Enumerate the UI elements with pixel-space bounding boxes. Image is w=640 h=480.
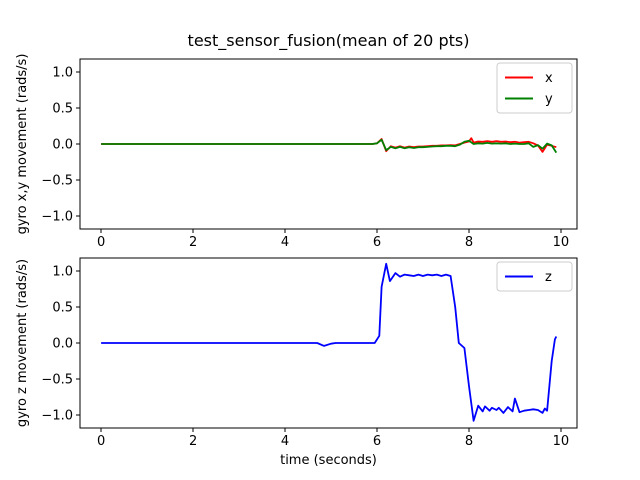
- x-tick-label: 6: [373, 235, 381, 250]
- legend-label-y: y: [545, 92, 553, 107]
- legend: xy: [496, 62, 573, 114]
- y-tick-label: 0.5: [52, 101, 73, 116]
- x-tick-label: 8: [465, 434, 473, 449]
- series-line-z: [101, 262, 558, 422]
- subplot-2: 0 2 4 6 8 10 1.0 0.5 0.0 −0.5 −1.0 gyro z movement …: [15, 257, 578, 468]
- y-tick-label: 0.0: [52, 337, 73, 352]
- x-tick-label: 0: [97, 434, 105, 449]
- y-tick-label: 1.0: [52, 264, 73, 279]
- x-tick-label: 2: [189, 235, 197, 250]
- x-axis-label: time (seconds): [280, 453, 377, 468]
- y-tick-label: −1.0: [41, 409, 73, 424]
- chart-title: test_sensor_fusion(mean of 20 pts): [188, 31, 470, 51]
- x-tick-label: 10: [553, 235, 570, 250]
- legend-label-x: x: [545, 71, 553, 86]
- y-tick-label: −0.5: [41, 373, 73, 388]
- y-tick-label: −0.5: [41, 174, 73, 189]
- series-line-y: [101, 138, 558, 154]
- x-tick-label: 4: [281, 235, 289, 250]
- x-tick-label: 6: [373, 434, 381, 449]
- x-tick-label: 2: [189, 434, 197, 449]
- y-tick-label: 1.0: [52, 65, 73, 80]
- legend-label-z: z: [545, 270, 552, 285]
- y-tick-label: 0.5: [52, 300, 73, 315]
- legend-frame: [496, 261, 573, 292]
- series-line-x: [101, 137, 557, 153]
- subplot-1: 0 2 4 6 8 10 1.0 0.5 0.0 −0.5 −1.0 test_sensor_fusi…: [15, 31, 578, 250]
- y-axis-label: gyro z movement (rads/s): [15, 259, 30, 427]
- y-axis-label: gyro x,y movement (rads/s): [15, 54, 30, 235]
- x-tick-label: 0: [97, 235, 105, 250]
- x-tick-label: 8: [465, 235, 473, 250]
- legend-frame: [496, 62, 573, 114]
- y-tick-label: 0.0: [52, 138, 73, 153]
- x-tick-label: 10: [553, 434, 570, 449]
- legend: z: [496, 261, 573, 292]
- y-tick-label: −1.0: [41, 210, 73, 225]
- x-tick-label: 4: [281, 434, 289, 449]
